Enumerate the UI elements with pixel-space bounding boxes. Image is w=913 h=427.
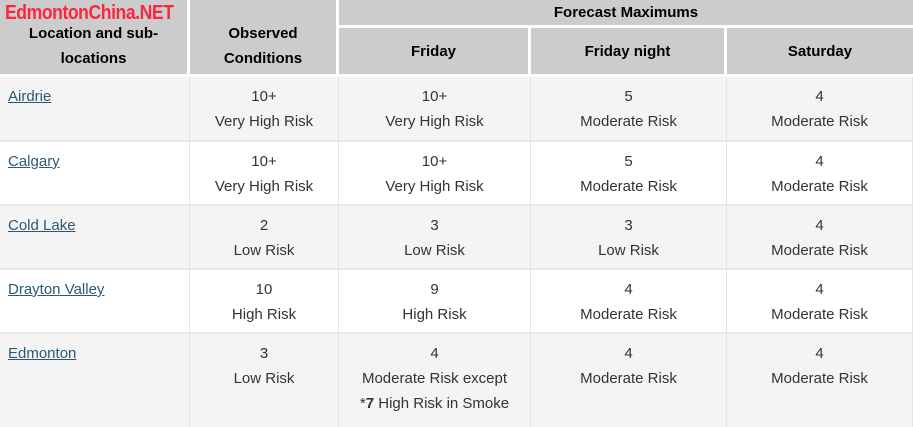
friday-cell: 4 Moderate Risk except *7 High Risk in S… — [339, 332, 531, 427]
risk-label: Moderate Risk — [771, 306, 868, 323]
saturday-cell: 4 Moderate Risk — [727, 268, 913, 332]
location-link-drayton-valley[interactable]: Drayton Valley — [8, 281, 105, 298]
friday-night-cell: 3 Low Risk — [531, 204, 727, 268]
table-row-airdrie: Airdrie 10+ Very High Risk 10+ Very High… — [0, 77, 913, 140]
risk-label: Moderate Risk — [580, 178, 677, 195]
saturday-cell: 4 Moderate Risk — [727, 332, 913, 427]
risk-label: High Risk — [402, 306, 467, 323]
risk-label: Moderate Risk — [580, 306, 677, 323]
column-group-forecast-maximums: Forecast Maximums — [339, 0, 913, 28]
observed-cell: 10 High Risk — [190, 268, 339, 332]
risk-label: Moderate Risk — [771, 370, 868, 387]
site-logo: EdmontonChina.NET — [5, 2, 174, 24]
friday-night-cell: 4 Moderate Risk — [531, 332, 727, 427]
risk-label: Moderate Risk — [580, 370, 677, 387]
column-header-friday: Friday — [339, 28, 531, 77]
risk-value: 4 — [624, 345, 633, 362]
risk-value: 5 — [624, 88, 633, 105]
location-cell: Cold Lake — [0, 204, 190, 268]
risk-value: 9 — [430, 281, 439, 298]
risk-label: Moderate Risk — [771, 113, 868, 130]
risk-value: 10 — [255, 281, 273, 298]
risk-value: 4 — [815, 281, 824, 298]
risk-label: Moderate Risk — [580, 113, 677, 130]
risk-label: Very High Risk — [385, 113, 484, 130]
risk-value: 3 — [624, 217, 633, 234]
risk-value: 4 — [624, 281, 633, 298]
risk-label: Very High Risk — [214, 113, 314, 130]
table-row-drayton-valley: Drayton Valley 10 High Risk 9 High Risk … — [0, 268, 913, 332]
saturday-cell: 4 Moderate Risk — [727, 140, 913, 204]
risk-exception-note: *7 High Risk in Smoke — [359, 395, 510, 412]
risk-value: 5 — [624, 153, 633, 170]
risk-label: High Risk — [231, 306, 297, 323]
risk-value: 4 — [815, 217, 824, 234]
observed-cell: 3 Low Risk — [190, 332, 339, 427]
saturday-cell: 4 Moderate Risk — [727, 204, 913, 268]
column-header-saturday: Saturday — [727, 28, 913, 77]
friday-cell: 10+ Very High Risk — [339, 140, 531, 204]
friday-night-cell: 5 Moderate Risk — [531, 140, 727, 204]
risk-label: Very High Risk — [385, 178, 484, 195]
risk-label: Moderate Risk except — [361, 370, 508, 387]
table-row-calgary: Calgary 10+ Very High Risk 10+ Very High… — [0, 140, 913, 204]
risk-label: Very High Risk — [214, 178, 314, 195]
location-link-airdrie[interactable]: Airdrie — [8, 88, 52, 105]
table-row-edmonton: Edmonton 3 Low Risk 4 Moderate Risk exce… — [0, 332, 913, 427]
friday-cell: 10+ Very High Risk — [339, 77, 531, 140]
risk-value: 10+ — [421, 88, 448, 105]
risk-value: 10+ — [421, 153, 448, 170]
observed-cell: 10+ Very High Risk — [190, 77, 339, 140]
risk-value: 10+ — [251, 153, 277, 170]
location-cell: Drayton Valley — [0, 268, 190, 332]
friday-cell: 9 High Risk — [339, 268, 531, 332]
risk-value: 4 — [815, 88, 824, 105]
column-header-location: Location and sub-locations — [0, 0, 190, 77]
location-link-edmonton[interactable]: Edmonton — [8, 345, 77, 362]
location-cell: Airdrie — [0, 77, 190, 140]
location-cell: Edmonton — [0, 332, 190, 427]
column-header-observed: Observed Conditions — [190, 0, 339, 77]
risk-value: 4 — [815, 345, 824, 362]
risk-value: 2 — [259, 217, 269, 234]
friday-night-cell: 4 Moderate Risk — [531, 268, 727, 332]
risk-value: 3 — [259, 345, 269, 362]
table-row-cold-lake: Cold Lake 2 Low Risk 3 Low Risk 3 Low Ri… — [0, 204, 913, 268]
location-link-cold-lake[interactable]: Cold Lake — [8, 217, 76, 234]
friday-night-cell: 5 Moderate Risk — [531, 77, 727, 140]
observed-cell: 2 Low Risk — [190, 204, 339, 268]
risk-label: Moderate Risk — [771, 178, 868, 195]
risk-label: Moderate Risk — [771, 242, 868, 259]
risk-value: 10+ — [251, 88, 277, 105]
friday-cell: 3 Low Risk — [339, 204, 531, 268]
location-link-calgary[interactable]: Calgary — [8, 153, 60, 170]
risk-value: 3 — [430, 217, 439, 234]
saturday-cell: 4 Moderate Risk — [727, 77, 913, 140]
risk-value: 4 — [815, 153, 824, 170]
column-header-friday-night: Friday night — [531, 28, 727, 77]
risk-label: Low Risk — [233, 370, 295, 387]
location-cell: Calgary — [0, 140, 190, 204]
risk-value: 4 — [430, 345, 439, 362]
risk-label: Low Risk — [598, 242, 659, 259]
risk-label: Low Risk — [233, 242, 295, 259]
observed-cell: 10+ Very High Risk — [190, 140, 339, 204]
risk-label: Low Risk — [404, 242, 465, 259]
